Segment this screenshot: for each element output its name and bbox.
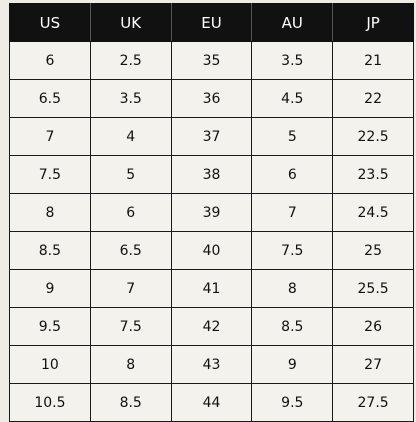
header-row: US UK EU AU JP (9, 3, 414, 42)
cell-eu: 44 (170, 383, 253, 422)
cell-us: 6 (9, 41, 91, 80)
table-row: 7.5 5 38 6 23.5 (9, 155, 414, 194)
table-row: 9 7 41 8 25.5 (9, 269, 414, 308)
cell-uk: 3.5 (89, 79, 172, 118)
table-row: 6.5 3.5 36 4.5 22 (9, 79, 414, 118)
cell-eu: 43 (170, 345, 253, 384)
cell-us: 8 (9, 193, 91, 232)
cell-us: 9 (9, 269, 91, 308)
cell-us: 7 (9, 117, 91, 156)
header-au: AU (251, 3, 334, 42)
table-row: 8.5 6.5 40 7.5 25 (9, 231, 414, 270)
header-us: US (9, 3, 91, 42)
cell-au: 9 (251, 345, 334, 384)
table-row: 7 4 37 5 22.5 (9, 117, 414, 156)
cell-jp: 26 (332, 307, 414, 346)
cell-eu: 41 (170, 269, 253, 308)
header-jp: JP (332, 3, 414, 42)
cell-us: 9.5 (9, 307, 91, 346)
header-uk: UK (89, 3, 172, 42)
table-row: 9.5 7.5 42 8.5 26 (9, 307, 414, 346)
cell-jp: 22.5 (332, 117, 414, 156)
cell-jp: 27.5 (332, 383, 414, 422)
cell-us: 6.5 (9, 79, 91, 118)
cell-uk: 2.5 (89, 41, 172, 80)
cell-eu: 36 (170, 79, 253, 118)
cell-eu: 35 (170, 41, 253, 80)
table-row: 8 6 39 7 24.5 (9, 193, 414, 232)
cell-eu: 39 (170, 193, 253, 232)
cell-jp: 25 (332, 231, 414, 270)
cell-eu: 37 (170, 117, 253, 156)
table-row: 10 8 43 9 27 (9, 345, 414, 384)
cell-eu: 40 (170, 231, 253, 270)
table-row: 10.5 8.5 44 9.5 27.5 (9, 383, 414, 422)
cell-au: 8 (251, 269, 334, 308)
cell-uk: 5 (89, 155, 172, 194)
cell-us: 10 (9, 345, 91, 384)
cell-us: 8.5 (9, 231, 91, 270)
header-eu: EU (170, 3, 253, 42)
size-conversion-table: US UK EU AU JP 6 2.5 35 3.5 21 6.5 3.5 36 4.5 22 7… (9, 3, 414, 422)
cell-jp: 24.5 (332, 193, 414, 232)
cell-au: 6 (251, 155, 334, 194)
cell-uk: 7 (89, 269, 172, 308)
cell-au: 7.5 (251, 231, 334, 270)
cell-uk: 8.5 (89, 383, 172, 422)
cell-au: 5 (251, 117, 334, 156)
cell-au: 9.5 (251, 383, 334, 422)
cell-eu: 38 (170, 155, 253, 194)
cell-uk: 7.5 (89, 307, 172, 346)
cell-us: 10.5 (9, 383, 91, 422)
cell-us: 7.5 (9, 155, 91, 194)
size-chart: US UK EU AU JP 6 2.5 35 3.5 21 6.5 3.5 36 4.5 22 7… (9, 3, 414, 422)
cell-au: 4.5 (251, 79, 334, 118)
cell-jp: 23.5 (332, 155, 414, 194)
table-row: 6 2.5 35 3.5 21 (9, 41, 414, 80)
cell-jp: 21 (332, 41, 414, 80)
cell-uk: 6 (89, 193, 172, 232)
cell-au: 8.5 (251, 307, 334, 346)
cell-au: 7 (251, 193, 334, 232)
cell-jp: 25.5 (332, 269, 414, 308)
cell-jp: 22 (332, 79, 414, 118)
cell-uk: 6.5 (89, 231, 172, 270)
cell-eu: 42 (170, 307, 253, 346)
cell-jp: 27 (332, 345, 414, 384)
table-body: 6 2.5 35 3.5 21 6.5 3.5 36 4.5 22 7 4 37 5 22.5 7.5 5 38 6… (9, 41, 414, 422)
cell-uk: 8 (89, 345, 172, 384)
cell-au: 3.5 (251, 41, 334, 80)
cell-uk: 4 (89, 117, 172, 156)
